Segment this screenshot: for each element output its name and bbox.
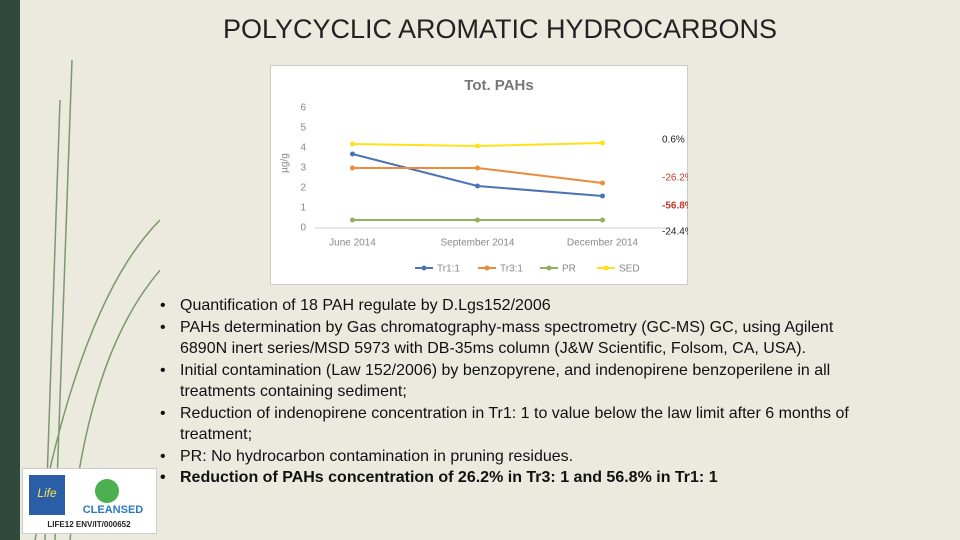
data-point [600, 217, 605, 223]
bullet: Quantification of 18 PAH regulate by D.L… [160, 295, 880, 317]
y-tick-label: 1 [300, 203, 306, 214]
bullet: PAHs determination by Gas chromatography… [160, 317, 880, 360]
y-tick-label: 5 [300, 123, 306, 134]
bullet: Initial contamination (Law 152/2006) by … [160, 360, 880, 403]
legend-label: Tr1:1 [437, 264, 460, 275]
y-tick-label: 6 [300, 103, 306, 114]
bullet: Reduction of PAHs concentration of 26.2%… [160, 467, 880, 489]
logo: Life CLEANSED LIFE12 ENV/IT/000652 [22, 468, 157, 534]
x-tick-label: June 2014 [329, 238, 376, 249]
logo-code: LIFE12 ENV/IT/000652 [47, 520, 131, 529]
legend-dot [546, 265, 552, 271]
logo-art: Life CLEANSED LIFE12 ENV/IT/000652 [29, 475, 144, 529]
data-point [475, 143, 480, 149]
data-point [600, 180, 605, 186]
legend-label: Tr3:1 [500, 264, 523, 275]
data-point [350, 165, 355, 171]
bullet-list: Quantification of 18 PAH regulate by D.L… [160, 295, 880, 489]
bullet: PR: No hydrocarbon contamination in prun… [160, 446, 880, 468]
annotation: -26.2% [662, 173, 688, 184]
chart-frame [270, 65, 688, 285]
annotation: 0.6% [662, 135, 685, 146]
bullet: Reduction of indenopirene concentration … [160, 403, 880, 446]
slide-title: POLYCYCLIC AROMATIC HYDROCARBONS [222, 14, 778, 44]
legend-label: PR [562, 264, 576, 275]
legend-dot [603, 265, 609, 271]
y-axis-label: µg/g [280, 153, 291, 173]
x-tick-label: December 2014 [567, 238, 639, 249]
x-tick-label: September 2014 [441, 238, 515, 249]
chart-title: Tot. PAHs [464, 77, 533, 94]
legend-label: SED [619, 264, 640, 275]
y-tick-label: 0 [300, 223, 306, 234]
data-point [350, 151, 355, 157]
decoration [34, 59, 160, 540]
data-point [600, 193, 605, 199]
annotation: -56.8% [662, 201, 688, 212]
data-point [475, 165, 480, 171]
legend-dot [421, 265, 427, 271]
data-point [475, 183, 480, 189]
data-point [350, 141, 355, 147]
data-point [475, 217, 480, 223]
y-tick-label: 2 [300, 183, 306, 194]
data-point [350, 217, 355, 223]
y-tick-label: 3 [300, 163, 306, 174]
logo-life: Life [37, 486, 57, 500]
annotation: -24.4% [662, 227, 688, 238]
legend-dot [484, 265, 490, 271]
y-tick-label: 4 [300, 143, 306, 154]
chart: Tot. PAHs µg/g 0 1 2 3 4 5 6 June 2014 September… [270, 65, 688, 285]
data-point [600, 140, 605, 146]
logo-name: CLEANSED [83, 504, 144, 516]
side-strip [0, 0, 20, 540]
